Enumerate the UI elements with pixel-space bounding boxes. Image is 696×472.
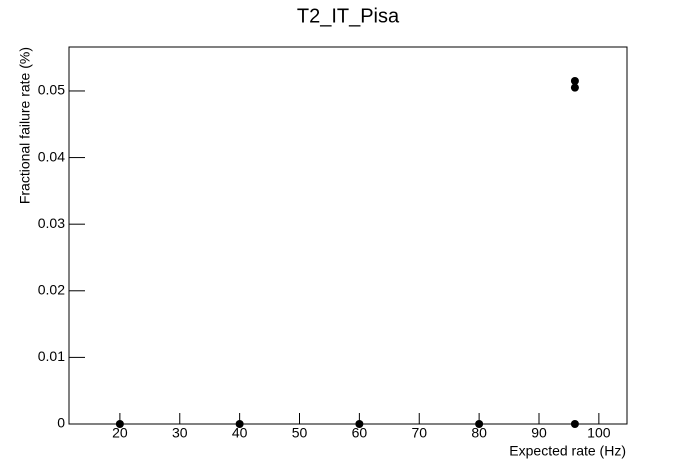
y-tick-label: 0.02 (38, 281, 65, 297)
y-tick-label: 0.03 (38, 215, 65, 231)
point (570, 76, 579, 85)
point (475, 420, 484, 428)
point (115, 420, 124, 428)
y-axis-label: Fractional failure rate (%) (17, 47, 33, 204)
x-tick-label: 30 (172, 425, 188, 441)
point (570, 420, 579, 428)
point (355, 420, 364, 428)
x-tick-label: 70 (411, 425, 427, 441)
x-axis-label: Expected rate (Hz) (509, 443, 626, 459)
y-tick-label: 0.05 (38, 82, 65, 98)
plot-frame (68, 46, 628, 425)
x-tick-label: 40 (232, 425, 248, 441)
y-tick-label: 0.01 (38, 348, 65, 364)
x-tick-label: 80 (471, 425, 487, 441)
x-tick-label: 60 (352, 425, 368, 441)
x-tick-label: 50 (292, 425, 308, 441)
point (570, 83, 579, 92)
point (235, 420, 244, 428)
y-tick-label: 0 (57, 415, 65, 431)
x-tick-label: 90 (531, 425, 547, 441)
chart-title: T2_IT_Pisa (297, 5, 400, 27)
y-tick-label: 0.04 (38, 148, 65, 164)
x-tick-label: 20 (112, 425, 128, 441)
x-tick-label: 100 (587, 425, 611, 441)
